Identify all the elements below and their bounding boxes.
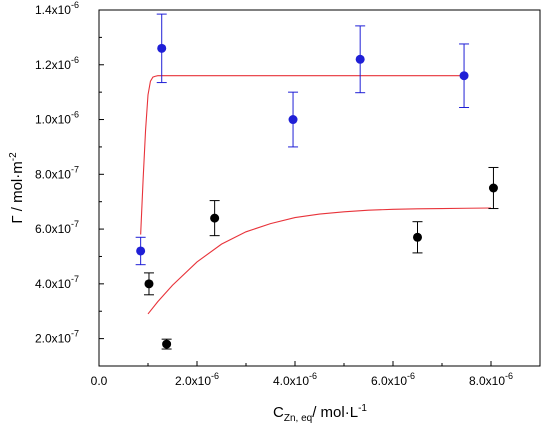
x-axis-label-sub: Zn, eq — [284, 413, 312, 424]
data-point — [412, 221, 423, 254]
data-point — [459, 43, 470, 108]
marker — [488, 183, 498, 193]
data-point — [143, 272, 154, 296]
y-tick-exponent: -7 — [71, 219, 79, 229]
data-point — [135, 236, 146, 266]
x-tick-label: 6.0x10-6 — [371, 371, 415, 388]
y-tick-exponent: -7 — [71, 274, 79, 284]
data-point — [355, 25, 366, 94]
marker — [144, 279, 154, 289]
x-axis-label: CZn, eq/ mol·L-1 — [273, 403, 367, 424]
marker — [413, 232, 422, 242]
data-point — [161, 338, 172, 350]
x-tick-mantissa: 4.0x10 — [273, 374, 309, 388]
x-axis-label-sup: -1 — [358, 403, 367, 414]
y-tick-exponent: -6 — [71, 110, 79, 120]
y-tick-exponent: -6 — [71, 0, 79, 10]
y-tick-label: 1.0x10-6 — [35, 110, 79, 127]
x-axis-ticks: 0.0 2.0x10-6 4.0x10-6 6.0x10-6 8.0x10-6 — [91, 361, 541, 388]
y-axis-label-main: Γ / mol·m — [9, 161, 26, 223]
y-axis-ticks: 2.0x10-74.0x10-76.0x10-78.0x10-71.0x10-6… — [35, 0, 104, 346]
x-tick-exponent: -6 — [505, 371, 513, 381]
data-point — [488, 166, 499, 210]
y-tick-exponent: -7 — [71, 329, 79, 339]
x-tick-label: 8.0x10-6 — [469, 371, 513, 388]
marker — [288, 115, 298, 125]
data-point — [288, 91, 299, 148]
y-tick-mantissa: 1.4x10 — [35, 3, 71, 17]
marker — [355, 54, 365, 64]
fit-curves — [140, 75, 492, 315]
x-tick-mantissa: 2.0x10 — [175, 374, 211, 388]
plot-frame — [98, 9, 541, 367]
x-tick-exponent: -6 — [309, 371, 317, 381]
data-point — [209, 200, 220, 237]
data-point — [156, 13, 167, 84]
y-tick-label: 1.4x10-6 — [35, 0, 79, 17]
y-tick-exponent: -6 — [71, 55, 79, 65]
marker — [136, 246, 146, 256]
x-axis-label-rest: / mol·L — [312, 404, 358, 421]
x-tick-mantissa: 0.0 — [91, 374, 108, 388]
x-tick-mantissa: 8.0x10 — [469, 374, 505, 388]
data-markers — [135, 13, 499, 350]
x-tick-label: 0.0 — [91, 374, 108, 388]
y-tick-label: 6.0x10-7 — [35, 219, 79, 236]
y-tick-exponent: -7 — [71, 164, 79, 174]
x-tick-mantissa: 6.0x10 — [371, 374, 407, 388]
y-tick-mantissa: 8.0x10 — [35, 167, 71, 181]
y-tick-label: 4.0x10-7 — [35, 274, 79, 291]
y-tick-mantissa: 4.0x10 — [35, 277, 71, 291]
x-tick-exponent: -6 — [407, 371, 415, 381]
x-tick-label: 4.0x10-6 — [273, 371, 317, 388]
y-tick-mantissa: 1.2x10 — [35, 58, 71, 72]
fit-curve — [147, 207, 492, 315]
y-axis-label-sup: -2 — [8, 152, 19, 161]
y-tick-mantissa: 1.0x10 — [35, 113, 71, 127]
y-tick-label: 8.0x10-7 — [35, 164, 79, 181]
marker — [157, 43, 167, 53]
marker — [210, 213, 220, 223]
y-tick-label: 2.0x10-7 — [35, 329, 79, 346]
x-tick-exponent: -6 — [211, 371, 219, 381]
fit-curve — [140, 75, 467, 235]
x-tick-label: 2.0x10-6 — [175, 371, 219, 388]
y-tick-label: 1.2x10-6 — [35, 55, 79, 72]
y-tick-mantissa: 6.0x10 — [35, 222, 71, 236]
y-tick-mantissa: 2.0x10 — [35, 332, 71, 346]
x-axis-label-main: C — [273, 404, 284, 421]
y-axis-label: Γ / mol·m-2 — [8, 152, 26, 224]
marker — [162, 339, 172, 349]
marker — [459, 71, 469, 81]
